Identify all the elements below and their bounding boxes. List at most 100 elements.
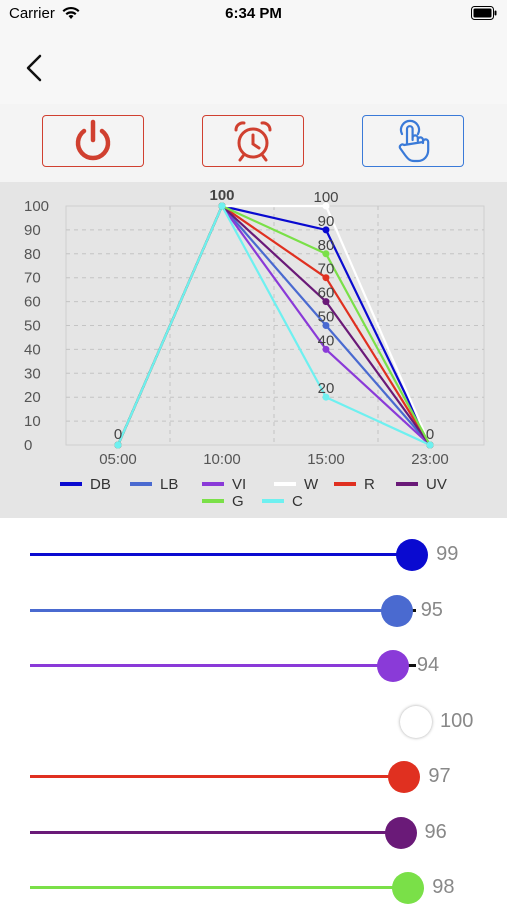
slider-track[interactable] [30,886,409,889]
data-label: 60 [318,285,335,302]
data-point-vi [322,345,330,353]
x-tick-label: 23:00 [411,451,449,468]
alarm-clock-icon [234,121,272,162]
legend-label-g: G [232,493,244,510]
data-point-db [322,226,330,234]
slider-track[interactable] [30,831,401,834]
slider-g[interactable]: 98 [0,867,507,907]
slider-db[interactable]: 99 [0,534,507,574]
legend-swatch-g [202,499,224,503]
slider-value: 98 [432,876,455,898]
data-point-c [322,393,330,401]
nav-header [0,28,507,104]
legend-label-db: DB [90,476,111,493]
chart-canvas: 0 10 20 30 40 50 60 70 80 90 100 05:00 10:00 15:00 23:… [24,187,485,510]
slider-track[interactable] [30,720,416,723]
y-tick-label: 90 [24,222,41,239]
slider-thumb[interactable] [388,761,421,793]
slider-thumb[interactable] [376,650,409,682]
data-label: 0 [426,426,434,443]
legend-label-lb: LB [160,476,178,493]
y-tick-label: 40 [24,341,41,358]
clock-time: 6:34 PM [225,5,282,22]
slider-value: 96 [424,821,447,843]
legend-swatch-uv [396,482,418,486]
y-tick-label: 80 [24,246,41,263]
y-tick-label: 30 [24,365,41,382]
battery-icon [471,6,497,20]
legend-swatch-r [334,482,356,486]
slider-r[interactable]: 97 [0,756,507,796]
carrier-label: Carrier [9,5,55,22]
data-point-c [426,441,434,449]
legend-swatch-c [262,499,284,503]
data-point-g [322,250,330,258]
data-point-lb [322,322,330,329]
legend-swatch-lb [130,482,152,486]
timer-button[interactable] [202,115,304,167]
slider-uv[interactable]: 96 [0,812,507,852]
data-point-c [114,441,122,449]
data-label: 90 [318,213,335,230]
slider-track[interactable] [30,553,413,556]
y-tick-label: 20 [24,389,41,406]
slider-thumb[interactable] [380,595,413,627]
slider-track[interactable] [30,664,393,667]
slider-thumb[interactable] [392,872,425,904]
slider-value: 95 [420,599,443,621]
legend-swatch-w [274,482,296,486]
slider-value: 94 [416,654,440,676]
data-point-r [322,274,330,282]
slider-w[interactable]: 100 [0,701,507,741]
x-tick-label: 05:00 [99,451,137,468]
data-label: 100 [313,189,338,206]
legend-label-c: C [292,493,303,510]
legend-swatch-db [60,482,82,486]
data-label: 70 [318,261,335,278]
y-tick-label: 0 [24,437,32,454]
x-tick-label: 10:00 [203,451,241,468]
legend-label-w: W [304,476,319,493]
power-button[interactable] [42,115,144,167]
slider-track[interactable] [30,775,405,778]
y-tick-label: 50 [24,318,41,335]
back-button[interactable] [18,48,52,88]
data-label: 50 [318,309,335,326]
power-icon [75,119,111,161]
channel-sliders: 99 95 94 100 97 96 98 [0,518,507,904]
touch-hand-icon [398,119,430,163]
data-point-uv [322,298,330,306]
chevron-left-icon [26,54,42,82]
slider-value: 100 [440,710,474,732]
slider-value: 97 [428,765,451,787]
y-tick-label: 60 [24,294,41,311]
status-bar: Carrier 6:34 PM [0,0,507,28]
slider-vi[interactable]: 94 [0,645,507,685]
data-label: 20 [318,380,335,397]
legend-label-uv: UV [426,476,447,493]
y-tick-label: 70 [24,270,41,287]
slider-lb[interactable]: 95 [0,590,507,630]
x-tick-label: 15:00 [307,451,345,468]
manual-mode-button[interactable] [362,115,464,167]
data-point-w [322,202,330,210]
data-point-c [218,202,226,210]
slider-thumb[interactable] [400,706,432,738]
slider-thumb[interactable] [396,539,429,571]
legend-swatch-vi [202,482,224,486]
lighting-schedule-chart: 0 10 20 30 40 50 60 70 80 90 100 05:00 10:00 15:00 23:… [0,182,507,518]
mode-toolbar [0,104,507,182]
data-label: 100 [209,187,234,204]
y-tick-label: 100 [24,198,49,215]
slider-thumb[interactable] [384,817,417,849]
slider-value: 99 [436,543,459,565]
data-label: 40 [318,332,335,349]
legend-label-vi: VI [232,476,246,493]
wifi-icon [62,6,80,19]
y-tick-label: 10 [24,413,41,430]
data-label: 80 [318,237,335,254]
legend-label-r: R [364,476,375,493]
data-label: 0 [114,426,122,443]
series-line-c [116,204,431,446]
slider-track[interactable] [30,609,397,612]
